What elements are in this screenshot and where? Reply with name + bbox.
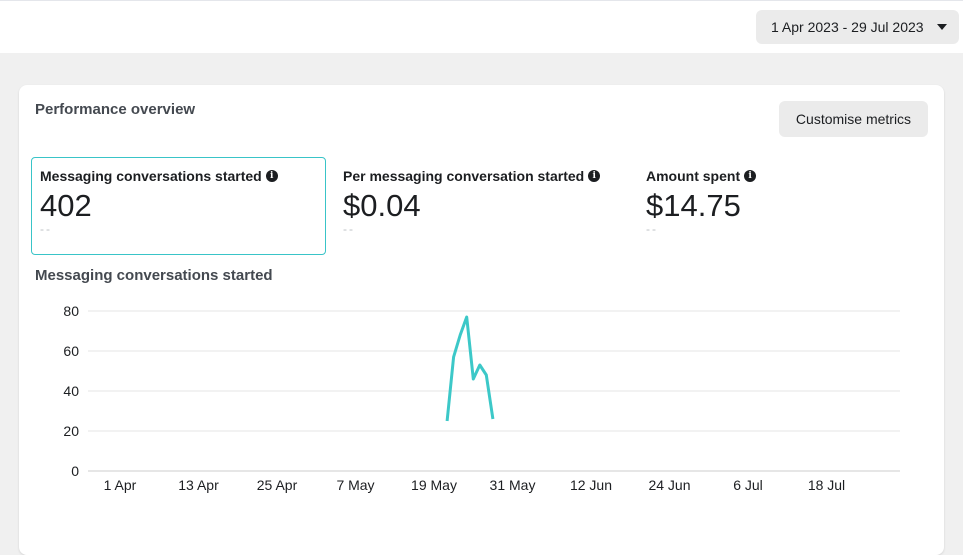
line-chart: 0 20 40 60 80 1 Apr 13 Apr 25 Apr 7 May 19 May 31 … [63,303,900,493]
x-tick-label: 31 May [490,477,536,493]
series-line [445,315,495,422]
date-range-picker[interactable]: 1 Apr 2023 - 29 Jul 2023 [756,10,959,44]
caret-down-icon [937,24,947,30]
performance-overview-card: Performance overview Customise metrics M… [19,85,944,555]
info-icon[interactable]: i [588,170,601,182]
x-tick-label: 7 May [336,477,374,493]
date-range-label: 1 Apr 2023 - 29 Jul 2023 [771,19,924,35]
y-tick-label: 60 [63,343,79,359]
x-tick-label: 12 Jun [570,477,612,493]
metric-value: $14.75 [646,188,741,223]
top-bar: 1 Apr 2023 - 29 Jul 2023 [0,0,963,53]
x-tick-label: 24 Jun [648,477,690,493]
metric-value: $0.04 [343,188,421,223]
x-tick-label: 6 Jul [733,477,763,493]
card-title: Performance overview [35,101,196,118]
x-tick-label: 13 Apr [178,477,219,493]
metric-delta: -- [40,222,52,236]
y-tick-label: 20 [63,423,79,439]
metric-messaging-conversations[interactable]: Messaging conversations started i 402 -- [31,157,326,255]
metric-cost-per-conversation[interactable]: Per messaging conversation started i $0.… [334,157,629,255]
x-tick-label: 19 May [411,477,457,493]
metric-label: Per messaging conversation started i [343,168,620,184]
info-icon[interactable]: i [265,170,278,182]
metric-delta: -- [343,222,355,236]
customise-metrics-button[interactable]: Customise metrics [779,101,928,137]
x-tick-label: 25 Apr [257,477,298,493]
y-tick-label: 0 [71,463,79,479]
info-icon[interactable]: i [744,170,757,182]
metric-amount-spent[interactable]: Amount spent i $14.75 -- [637,157,932,255]
y-tick-label: 80 [63,303,79,319]
x-tick-label: 18 Jul [808,477,845,493]
metric-value: 402 [40,188,92,223]
metric-label: Messaging conversations started i [40,168,317,184]
chart-title: Messaging conversations started [35,267,273,284]
metric-delta: -- [646,222,658,236]
x-tick-label: 1 Apr [104,477,137,493]
metric-label: Amount spent i [646,168,923,184]
y-tick-label: 40 [63,383,79,399]
